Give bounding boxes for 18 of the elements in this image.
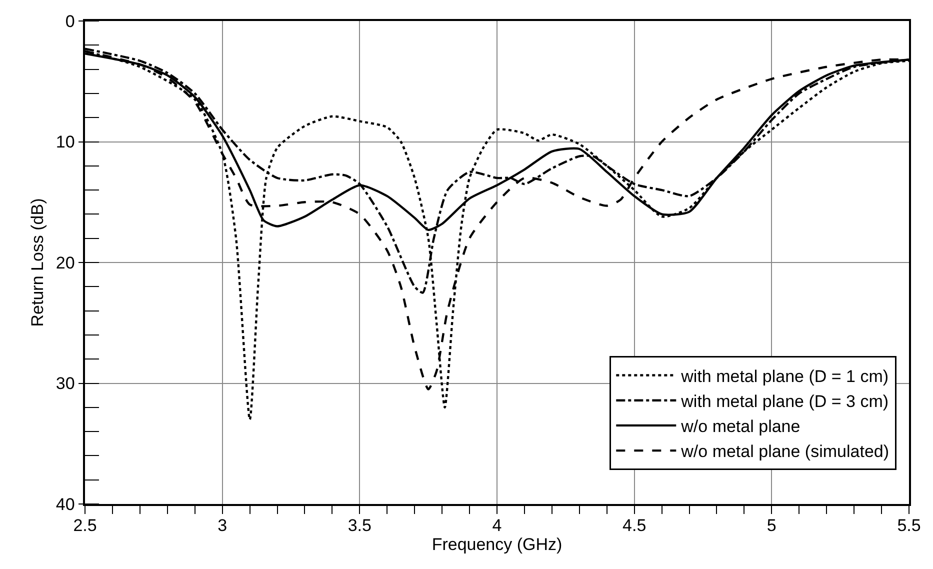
- legend-label: w/o metal plane: [680, 417, 800, 436]
- x-tick-label: 5.5: [897, 516, 921, 536]
- x-tick-label: 4: [492, 516, 502, 536]
- x-tick-label: 5: [766, 516, 776, 536]
- legend-label: with metal plane (D = 3 cm): [680, 392, 889, 411]
- y-tick-label: 40: [56, 494, 75, 514]
- y-tick-label: 10: [56, 132, 75, 152]
- x-axis-title: Frequency (GHz): [432, 535, 562, 554]
- x-tick-label: 2.5: [73, 516, 97, 536]
- x-tick-label: 4.5: [622, 516, 646, 536]
- x-tick-label: 3.5: [348, 516, 372, 536]
- legend-label: w/o metal plane (simulated): [680, 442, 890, 462]
- legend-label: with metal plane (D = 1 cm): [680, 366, 889, 386]
- y-tick-label: 30: [56, 374, 75, 394]
- x-tick-label: 3: [218, 516, 228, 536]
- y-axis-title: Return Loss (dB): [28, 198, 47, 327]
- y-tick-label: 20: [56, 253, 75, 272]
- y-tick-label: 0: [65, 12, 75, 31]
